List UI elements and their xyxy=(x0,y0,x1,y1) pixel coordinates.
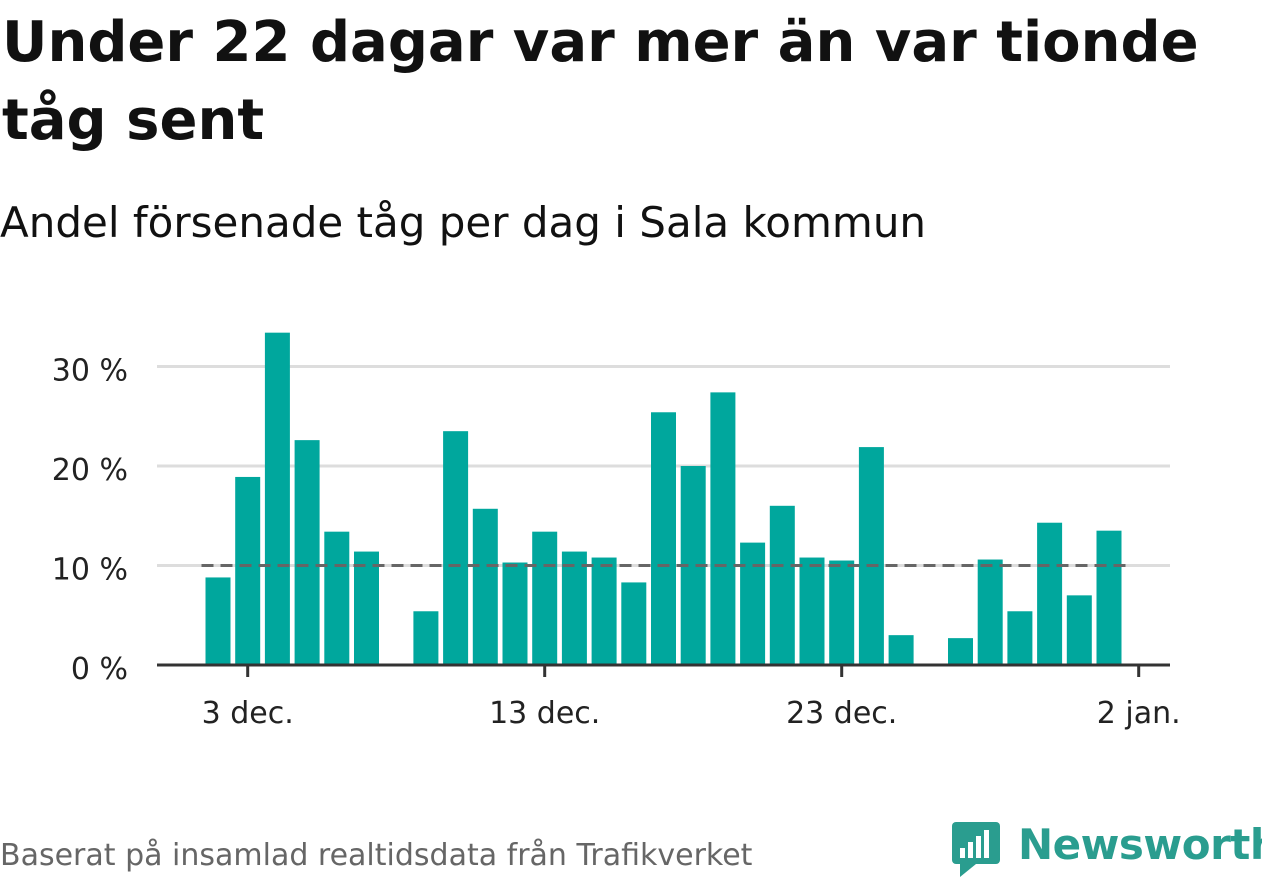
bar xyxy=(888,635,914,665)
bar xyxy=(502,562,528,665)
bar xyxy=(710,392,736,665)
bar xyxy=(561,551,587,665)
bar xyxy=(591,557,617,665)
bar xyxy=(413,611,439,665)
axes: 0 % 10 % 20 % 30 % 3 dec. 13 dec. 23 dec. 2 jan… xyxy=(52,354,1181,732)
bar xyxy=(977,559,1003,665)
bar xyxy=(1037,522,1063,665)
x-tick-label: 23 dec. xyxy=(786,696,897,731)
bar xyxy=(621,582,647,665)
bar xyxy=(799,557,825,665)
bar xyxy=(948,638,973,665)
y-tick-label: 20 % xyxy=(52,453,128,488)
bar xyxy=(1066,595,1092,665)
bar xyxy=(294,440,320,665)
y-tick-label: 10 % xyxy=(52,553,128,588)
newsworthy-logo: Newsworthy xyxy=(950,820,1262,879)
bar xyxy=(769,505,795,665)
bar xyxy=(1007,611,1033,665)
bar xyxy=(532,531,558,665)
bar xyxy=(205,577,231,665)
newsworthy-logo-icon xyxy=(952,822,1000,877)
bar-chart: 0 % 10 % 20 % 30 % 3 dec. 13 dec. 23 dec. 2 jan… xyxy=(52,332,1181,732)
bar xyxy=(740,542,766,665)
newsworthy-logo-text: Newsworthy xyxy=(1018,820,1262,869)
bar xyxy=(1096,530,1122,665)
source-note: Baserat på insamlad realtidsdata från Tr… xyxy=(0,838,753,873)
bar xyxy=(264,332,290,665)
y-tick-label: 0 % xyxy=(71,652,128,687)
bar xyxy=(443,431,469,665)
bar xyxy=(354,551,379,665)
x-tick-label: 3 dec. xyxy=(202,696,294,731)
bar xyxy=(858,447,884,665)
bar xyxy=(324,531,350,665)
bars xyxy=(205,332,1122,665)
x-tick-label: 2 jan. xyxy=(1097,696,1181,731)
chart-subtitle: Andel försenade tåg per dag i Sala kommu… xyxy=(0,198,927,247)
x-tick-label: 13 dec. xyxy=(489,696,600,731)
chart-title: Under 22 dagar var mer än var tionde tåg… xyxy=(2,10,1199,153)
bar xyxy=(235,476,261,665)
bar xyxy=(472,508,498,665)
y-tick-label: 30 % xyxy=(52,354,128,389)
bar xyxy=(829,560,855,665)
bar xyxy=(651,412,676,665)
